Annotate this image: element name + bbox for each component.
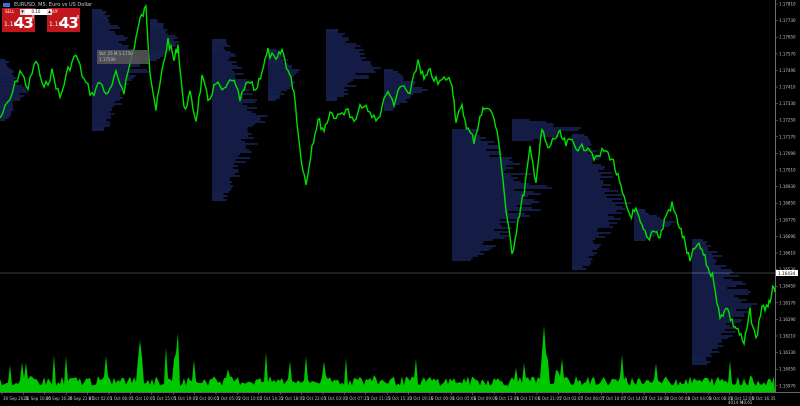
time-tick-label: 3 Oct 03:05 bbox=[324, 396, 348, 401]
price-tick-label: 1.16530 bbox=[779, 267, 796, 272]
price-tick-label: 1.17730 bbox=[779, 18, 796, 23]
time-tick-label: 30 Sep 21:05 bbox=[67, 396, 94, 401]
price-tick-label: 1.17170 bbox=[779, 134, 796, 139]
lot-increase-button[interactable]: ▴ bbox=[47, 9, 52, 15]
time-tick-label: 8 Oct 16:35 bbox=[752, 396, 776, 401]
price-tick-label: 1.17010 bbox=[779, 168, 796, 173]
time-tick-label: 30 Sep 16:35 bbox=[46, 396, 73, 401]
price-tick-label: 1.17810 bbox=[779, 2, 796, 7]
price-tick-label: 1.17090 bbox=[779, 151, 796, 156]
time-tick-label: 1 Oct 10:05 bbox=[131, 396, 155, 401]
lot-decrease-button[interactable]: ▾ bbox=[20, 9, 25, 15]
bottom-marker-value: 40,65 bbox=[741, 400, 753, 405]
sell-price-prefix: 1.16 bbox=[4, 21, 18, 28]
time-tick-label: 8 Oct 00:05 bbox=[666, 396, 690, 401]
price-tick-label: 1.17410 bbox=[779, 85, 796, 90]
time-tick-label: 3 Oct 19:35 bbox=[410, 396, 434, 401]
time-tick-label: 7 Oct 06:05 bbox=[581, 396, 605, 401]
buy-price-pips: 43 bbox=[59, 14, 79, 32]
time-tick-label: 6 Oct 09:05 bbox=[474, 396, 498, 401]
time-tick-label: 6 Oct 05:05 bbox=[452, 396, 476, 401]
buy-price-prefix: 1.16 bbox=[49, 21, 63, 28]
price-tick-label: 1.17650 bbox=[779, 35, 796, 40]
price-tick-label: 1.17330 bbox=[779, 101, 796, 106]
price-line-series bbox=[0, 4, 776, 347]
time-tick-label: 2 Oct 10:05 bbox=[238, 396, 262, 401]
volume-area bbox=[0, 325, 775, 392]
price-tick-label: 1.16370 bbox=[779, 300, 796, 305]
current-price-label: 1.16434 bbox=[778, 271, 796, 276]
time-tick-label: 30 Sep 2025 bbox=[3, 396, 29, 401]
chart-title: EURUSD, M5: Euro vs US Dollar bbox=[14, 2, 93, 8]
time-tick-label: 2 Oct 18:05 bbox=[281, 396, 305, 401]
time-tick-label: 1 Oct 06:05 bbox=[110, 396, 134, 401]
price-tick-label: 1.16130 bbox=[779, 350, 796, 355]
price-tick-label: 1.16290 bbox=[779, 317, 796, 322]
price-tick-label: 1.15970 bbox=[779, 383, 796, 388]
tooltip-line-2: 1.17500 bbox=[99, 57, 116, 62]
time-tick-label: 30 Sep 16:05 bbox=[24, 396, 51, 401]
time-tick-label: 8 Oct 08:05 bbox=[709, 396, 733, 401]
time-tick-label: 2 Oct 05:05 bbox=[217, 396, 241, 401]
lot-size-input[interactable]: ▾ 0.10 ▴ bbox=[20, 9, 52, 15]
time-tick-label: 2 Oct 14:35 bbox=[260, 396, 284, 401]
volume-histogram bbox=[0, 325, 775, 392]
price-tick-label: 1.17570 bbox=[779, 51, 796, 56]
hover-tooltip: Vol: 25 M 1.1750 1.17500 bbox=[97, 50, 149, 64]
bottom-marker-label: 4014 M bbox=[728, 400, 743, 405]
time-tick-label: 6 Oct 13:05 bbox=[495, 396, 519, 401]
time-tick-label: 7 Oct 14:05 bbox=[624, 396, 648, 401]
time-tick-label: 3 Oct 15:35 bbox=[388, 396, 412, 401]
price-tick-label: 1.17490 bbox=[779, 68, 796, 73]
price-tick-label: 1.16450 bbox=[779, 284, 796, 289]
time-tick-label: 1 Oct 02:05 bbox=[89, 396, 113, 401]
price-tick-label: 1.16930 bbox=[779, 184, 796, 189]
time-tick-label: 7 Oct 18:05 bbox=[645, 396, 669, 401]
time-tick-label: 7 Oct 02:05 bbox=[559, 396, 583, 401]
time-tick-label: 2 Oct 22:05 bbox=[303, 396, 327, 401]
lot-value: 0.10 bbox=[31, 9, 41, 14]
price-tick-label: 1.16690 bbox=[779, 234, 796, 239]
time-tick-label: 6 Oct 21:05 bbox=[538, 396, 562, 401]
one-click-trading-panel: SELL 1.16 43 4 BUY 1.16 43 4 ▾ 0.10 ▴ bbox=[2, 8, 80, 32]
price-axis[interactable]: 1.17810 1.17730 1.17650 1.17570 1.17490 1.174… bbox=[775, 2, 796, 389]
time-tick-label: 7 Oct 10:05 bbox=[602, 396, 626, 401]
price-tick-label: 1.16050 bbox=[779, 367, 796, 372]
time-tick-label: 3 Oct 11:35 bbox=[367, 396, 391, 401]
buy-label: BUY bbox=[50, 9, 59, 14]
price-tick-label: 1.16610 bbox=[779, 251, 796, 256]
sell-price-pips: 43 bbox=[14, 14, 34, 32]
time-tick-label: 6 Oct 00:05 bbox=[431, 396, 455, 401]
price-tick-label: 1.16850 bbox=[779, 201, 796, 206]
time-tick-label: 3 Oct 07:35 bbox=[345, 396, 369, 401]
time-tick-label: 2 Oct 00:05 bbox=[196, 396, 220, 401]
volume-profile-histograms bbox=[0, 9, 758, 365]
current-price-label-box bbox=[776, 270, 798, 276]
time-tick-label: 1 Oct 15:05 bbox=[153, 396, 177, 401]
sell-price-fraction: 4 bbox=[31, 15, 35, 21]
price-tick-label: 1.16210 bbox=[779, 334, 796, 339]
chart-window-icon bbox=[3, 3, 10, 7]
price-tick-label: 1.17250 bbox=[779, 118, 796, 123]
tooltip-line-1: Vol: 25 M 1.1750 bbox=[99, 51, 133, 56]
time-tick-label: 8 Oct 04:05 bbox=[688, 396, 712, 401]
buy-button[interactable]: BUY 1.16 43 4 bbox=[47, 8, 80, 32]
time-tick-label: 8 Oct 12:05 bbox=[731, 396, 755, 401]
time-tick-label: 6 Oct 17:05 bbox=[517, 396, 541, 401]
buy-price-fraction: 4 bbox=[76, 15, 80, 21]
price-tick-label: 1.16770 bbox=[779, 217, 796, 222]
sell-label: SELL bbox=[5, 9, 15, 14]
time-tick-label: 1 Oct 19:05 bbox=[174, 396, 198, 401]
